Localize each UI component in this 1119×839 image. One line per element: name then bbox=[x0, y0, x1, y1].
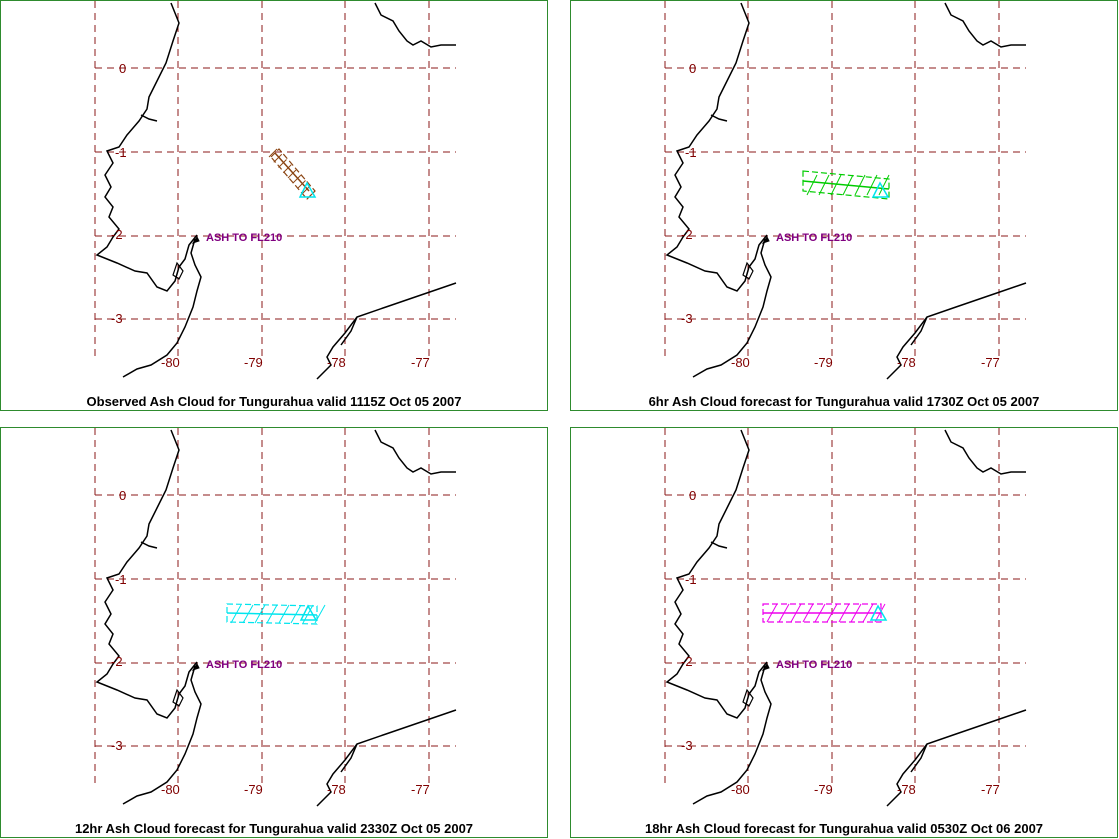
ash-cloud-polygon bbox=[762, 603, 886, 623]
longitude-tick-label: -77 bbox=[411, 782, 430, 797]
longitude-tick-label: -80 bbox=[731, 355, 750, 370]
panel-caption: 18hr Ash Cloud forecast for Tungurahua v… bbox=[644, 821, 1044, 836]
longitude-tick-label: -80 bbox=[161, 355, 180, 370]
coastline bbox=[95, 2, 457, 380]
ash-height-label: ASH TO FL210 bbox=[776, 659, 852, 671]
latitude-tick-label: -3 bbox=[111, 738, 123, 753]
latitude-tick-label: 0 bbox=[689, 61, 696, 76]
latitude-tick-label: -1 bbox=[685, 572, 697, 587]
latitude-tick-label: 0 bbox=[119, 488, 126, 503]
ash-map-panel-18hr: ASH TO FL210 0 -1 -2 -3 -80 -79 -78 -77 18hr Ash… bbox=[570, 427, 1118, 838]
latitude-tick-label: -1 bbox=[115, 145, 127, 160]
panel-caption: 6hr Ash Cloud forecast for Tungurahua va… bbox=[648, 394, 1040, 409]
map-canvas: ASH TO FL210 0 -1 -2 -3 -80 -79 -78 -77 bbox=[94, 428, 457, 807]
ash-map-panel-observed: ASH TO FL210 0 -1 -2 -3 -80 -79 -78 -77 Observed… bbox=[0, 0, 548, 411]
latitude-tick-label: -2 bbox=[681, 654, 693, 669]
ash-height-label: ASH TO FL210 bbox=[206, 232, 282, 244]
volcano-triangle-icon bbox=[869, 604, 888, 621]
lat-lon-grid bbox=[664, 1, 1026, 361]
latitude-tick-label: -2 bbox=[111, 654, 123, 669]
latitude-tick-label: 0 bbox=[689, 488, 696, 503]
map-canvas: ASH TO FL210 0 -1 -2 -3 -80 -79 -78 -77 bbox=[664, 428, 1027, 807]
longitude-tick-label: -78 bbox=[897, 782, 916, 797]
coastline bbox=[665, 429, 1027, 807]
latitude-tick-label: -3 bbox=[111, 311, 123, 326]
longitude-tick-label: -78 bbox=[327, 782, 346, 797]
longitude-tick-label: -77 bbox=[981, 782, 1000, 797]
longitude-tick-label: -78 bbox=[327, 355, 346, 370]
longitude-tick-label: -79 bbox=[244, 782, 263, 797]
longitude-tick-label: -80 bbox=[731, 782, 750, 797]
volcano-triangle-icon bbox=[871, 181, 890, 198]
volcano-triangle-icon bbox=[299, 604, 318, 621]
ash-map-panel-6hr: ASH TO FL210 0 -1 -2 -3 -80 -79 -78 -77 6hr Ash … bbox=[570, 0, 1118, 411]
panel-caption: 12hr Ash Cloud forecast for Tungurahua v… bbox=[74, 821, 474, 836]
lat-lon-grid bbox=[94, 1, 456, 361]
ash-map-panel-12hr: ASH TO FL210 0 -1 -2 -3 -80 -79 -78 -77 12hr Ash… bbox=[0, 427, 548, 838]
latitude-tick-label: -2 bbox=[111, 227, 123, 242]
panel-caption: Observed Ash Cloud for Tungurahua valid … bbox=[86, 394, 462, 409]
latitude-tick-label: 0 bbox=[119, 61, 126, 76]
latitude-tick-label: -3 bbox=[681, 738, 693, 753]
longitude-tick-label: -80 bbox=[161, 782, 180, 797]
ash-cloud-polygon bbox=[226, 603, 326, 625]
longitude-tick-label: -79 bbox=[244, 355, 263, 370]
lat-lon-grid bbox=[664, 428, 1026, 788]
latitude-tick-label: -2 bbox=[681, 227, 693, 242]
map-canvas: ASH TO FL210 0 -1 -2 -3 -80 -79 -78 -77 bbox=[94, 1, 457, 380]
lat-lon-grid bbox=[94, 428, 456, 788]
latitude-tick-label: -3 bbox=[681, 311, 693, 326]
longitude-tick-label: -77 bbox=[981, 355, 1000, 370]
ash-cloud-polygon bbox=[268, 148, 316, 200]
longitude-tick-label: -78 bbox=[897, 355, 916, 370]
ash-height-label: ASH TO FL210 bbox=[776, 232, 852, 244]
coastline bbox=[665, 2, 1027, 380]
longitude-tick-label: -79 bbox=[814, 782, 833, 797]
longitude-tick-label: -77 bbox=[411, 355, 430, 370]
longitude-tick-label: -79 bbox=[814, 355, 833, 370]
map-canvas: ASH TO FL210 0 -1 -2 -3 -80 -79 -78 -77 bbox=[664, 1, 1027, 380]
ash-height-label: ASH TO FL210 bbox=[206, 659, 282, 671]
latitude-tick-label: -1 bbox=[115, 572, 127, 587]
ash-cloud-polygon bbox=[802, 170, 890, 200]
volcano-triangle-icon bbox=[298, 181, 317, 198]
latitude-tick-label: -1 bbox=[685, 145, 697, 160]
coastline bbox=[95, 429, 457, 807]
